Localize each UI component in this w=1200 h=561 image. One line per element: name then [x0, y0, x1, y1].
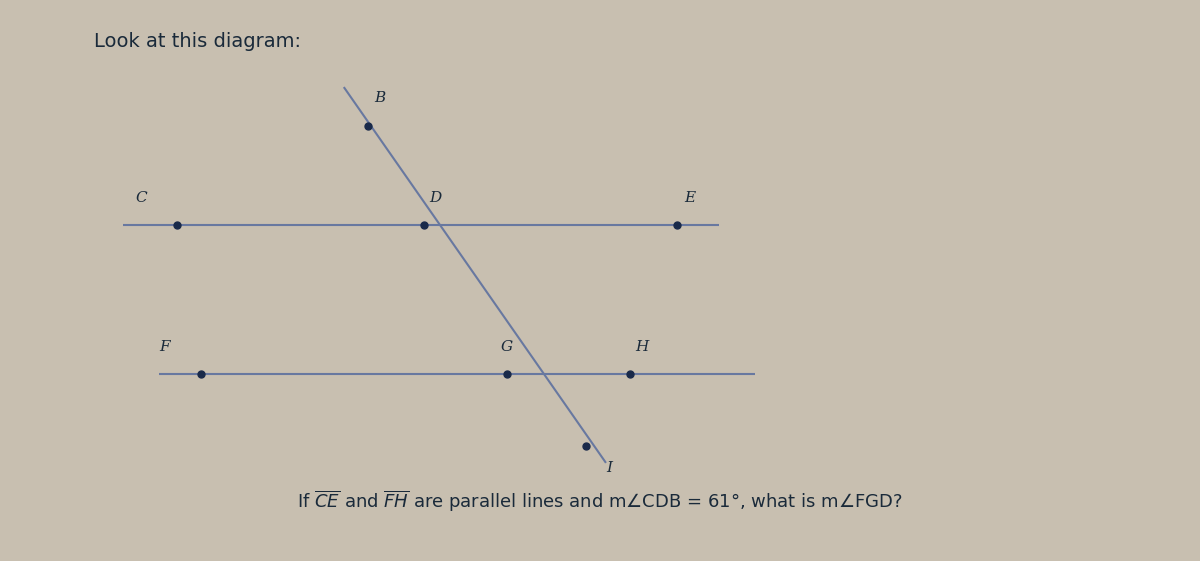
- Text: H: H: [635, 340, 648, 354]
- Text: If $\overline{CE}$ and $\overline{FH}$ are parallel lines and m$\angle$CDB = 61°: If $\overline{CE}$ and $\overline{FH}$ a…: [298, 489, 902, 514]
- Text: D: D: [430, 191, 442, 205]
- Text: C: C: [136, 191, 148, 205]
- Text: F: F: [160, 340, 170, 354]
- Text: E: E: [684, 191, 695, 205]
- Text: B: B: [374, 91, 385, 105]
- Text: G: G: [500, 340, 514, 354]
- Text: Look at this diagram:: Look at this diagram:: [94, 32, 300, 51]
- Text: I: I: [606, 461, 612, 475]
